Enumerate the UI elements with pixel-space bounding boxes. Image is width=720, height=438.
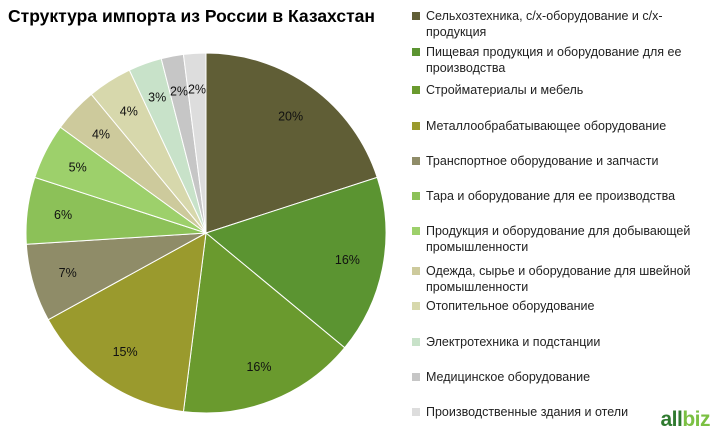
pie-slice [47,232,207,413]
slice-value-label: 6% [54,208,72,222]
slice-value-label: 20% [278,110,303,124]
slice-value-label: 4% [120,104,138,118]
legend-swatch [412,267,420,275]
slice-value-label: 4% [92,127,110,141]
slice-value-label: 2% [188,82,206,96]
allbiz-logo: allbiz [660,408,710,431]
legend-swatch [412,373,420,381]
slice-value-label: 5% [69,161,87,175]
legend-label: Стройматериалы и мебель [426,83,584,97]
legend-label: Продукция и оборудование для добывающей … [426,224,691,254]
legend-label: Производственные здания и отели [426,405,629,419]
legend-label: Пищевая продукция и оборудование для ее … [426,45,682,75]
legend-swatch [412,157,420,165]
legend-label: Тара и оборудование для ее производства [426,189,676,203]
slice-value-label: 15% [113,345,138,359]
legend-swatch [412,338,420,346]
legend-swatch [412,48,420,56]
legend-swatch [412,302,420,310]
legend-swatch [412,227,420,235]
slice-value-label: 7% [59,266,77,280]
legend-label: Металлообрабатывающее оборудование [426,119,667,133]
legend-swatch [412,122,420,130]
legend-swatch [412,408,420,416]
pie-slice [204,176,387,349]
legend-swatch [412,86,420,94]
pie-slice [182,52,207,234]
pie-slice [182,232,346,414]
legend-swatch [412,192,420,200]
slice-value-label: 2% [170,85,188,99]
slice-value-label: 16% [246,360,271,374]
chart-title: Структура импорта из России в Казахстан [8,6,375,26]
legend-label: Сельхозтехника, с/х-оборудование и с/х-п… [426,9,663,39]
slice-value-label: 16% [335,253,360,267]
pie-slice [205,52,378,234]
legend-swatch [412,12,420,20]
legend-label: Одежда, сырье и оборудование для швейной… [426,264,691,294]
slice-value-label: 3% [148,91,166,105]
legend-label: Транспортное оборудование и запчасти [426,154,659,168]
legend-label: Электротехника и подстанции [426,335,601,349]
legend-label: Медицинское оборудование [426,370,591,384]
legend-label: Отопительное оборудование [426,299,595,313]
